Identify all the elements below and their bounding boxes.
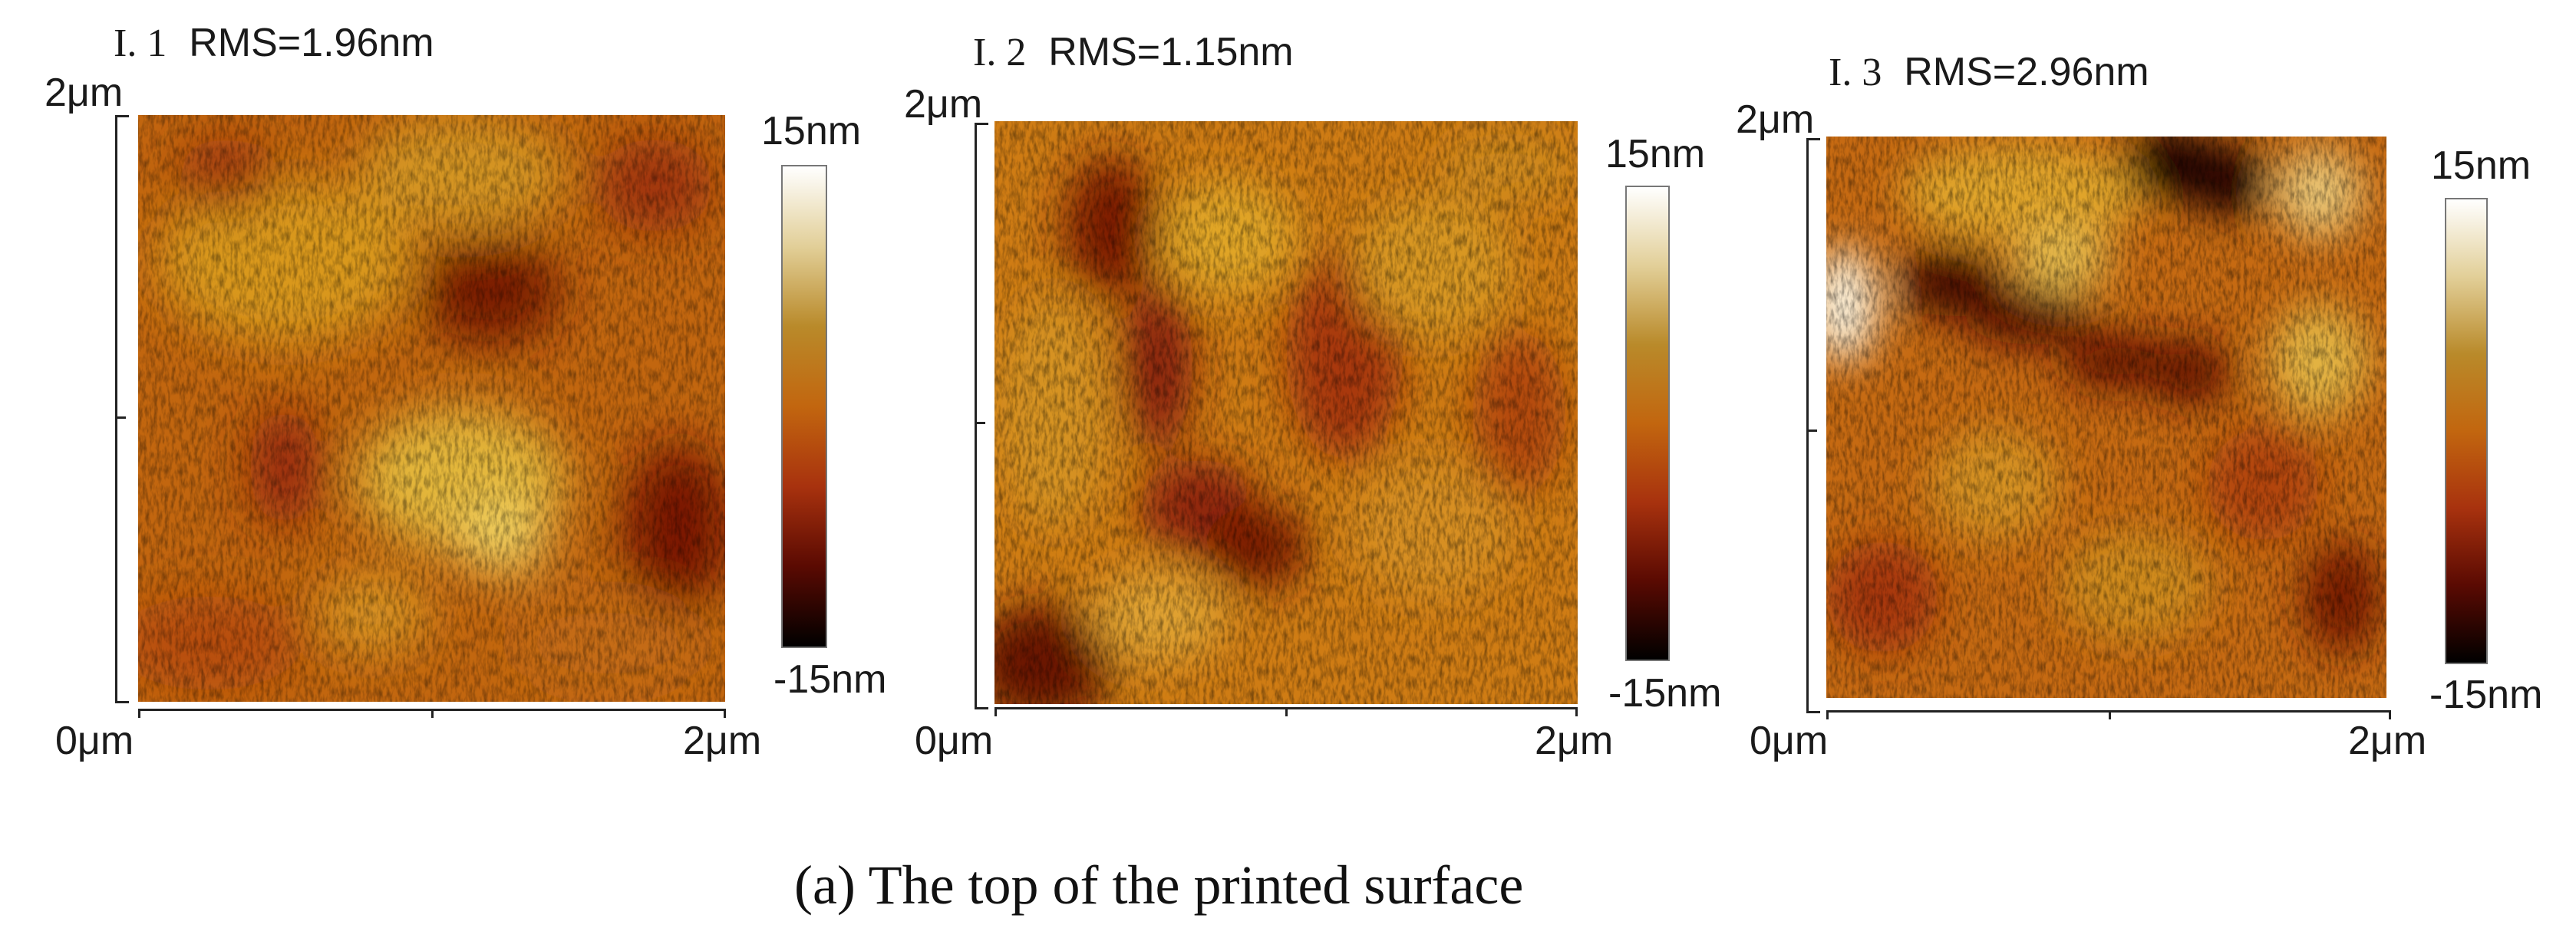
panel-3-colorbar (2445, 198, 2488, 664)
panel-1-y-tick-mid (115, 416, 126, 419)
panel-1-colorbar (781, 165, 827, 648)
panel-2-y-tick-bottom (975, 707, 988, 709)
panel-3-y-tick-top (1806, 138, 1820, 140)
panel-1-y-tick-bottom (115, 701, 129, 703)
panel-3-y-tick-bottom (1806, 711, 1820, 713)
panel-2-x-max-label: 2μm (1535, 719, 1614, 763)
panel-1-rms: RMS=1.96nm (189, 21, 434, 65)
panel-1-x-min-label: 0μm (55, 719, 134, 763)
panel-2-x-tick-left (994, 707, 997, 716)
panel-2-y-max-label: 2μm (904, 82, 983, 127)
panel-2-colorbar (1625, 186, 1670, 661)
panel-3-y-max-label: 2μm (1736, 97, 1815, 142)
panel-3-x-tick-mid (2109, 710, 2111, 719)
panel-1-y-max-label: 2μm (45, 71, 124, 115)
panel-2-afm-height-map (994, 121, 1578, 704)
panel-1-y-tick-top (115, 115, 129, 117)
panel-1-colorbar-min-label: -15nm (773, 657, 887, 702)
panel-1-x-tick-right (724, 709, 726, 718)
panel-1-y-axis (115, 115, 117, 703)
panel-2-x-min-label: 0μm (915, 719, 994, 763)
panel-1-x-max-label: 2μm (683, 719, 762, 763)
panel-3-title: I. 3 RMS=2.96nm (1829, 52, 2149, 93)
panel-2-y-axis (975, 123, 977, 709)
panel-3-x-tick-right (2389, 710, 2391, 719)
panel-2-x-tick-mid (1285, 707, 1288, 716)
panel-3-x-tick-left (1826, 710, 1829, 719)
panel-3-x-max-label: 2μm (2348, 719, 2427, 763)
panel-3-rms: RMS=2.96nm (1904, 50, 2149, 94)
panel-2-y-tick-top (975, 123, 988, 125)
panel-3-x-min-label: 0μm (1750, 719, 1829, 763)
panel-3-y-tick-mid (1806, 430, 1817, 432)
panel-3-colorbar-max-label: 15nm (2431, 143, 2531, 188)
panel-2-title: I. 2 RMS=1.15nm (973, 32, 1294, 73)
panel-2-index: I. 2 (973, 31, 1027, 74)
panel-3-afm-height-map (1826, 137, 2386, 698)
panel-1-index: I. 1 (114, 21, 167, 65)
panel-2-rms: RMS=1.15nm (1048, 30, 1294, 74)
panel-1-colorbar-max-label: 15nm (761, 109, 862, 153)
panel-1-x-tick-left (138, 709, 140, 718)
panel-3-y-axis (1806, 138, 1809, 713)
panel-2-y-tick-mid (975, 422, 985, 424)
panel-1-title: I. 1 RMS=1.96nm (114, 23, 434, 64)
panel-2-colorbar-max-label: 15nm (1605, 132, 1706, 176)
figure-caption: (a) The top of the printed surface (794, 854, 1524, 916)
panel-2-colorbar-min-label: -15nm (1608, 671, 1722, 716)
panel-1-x-tick-mid (431, 709, 434, 718)
panel-2-x-tick-right (1575, 707, 1578, 716)
panel-3-index: I. 3 (1829, 51, 1882, 94)
panel-1-afm-height-map (138, 115, 725, 702)
panel-3-colorbar-min-label: -15nm (2429, 673, 2543, 717)
